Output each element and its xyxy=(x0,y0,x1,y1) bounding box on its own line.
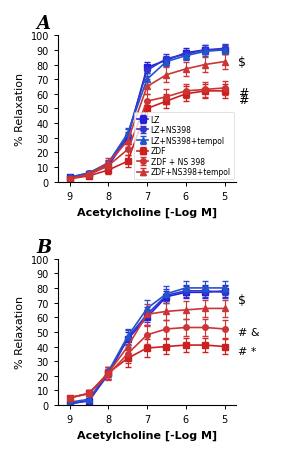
Text: # &: # & xyxy=(238,327,260,337)
Y-axis label: % Relaxation: % Relaxation xyxy=(15,73,25,146)
Text: A: A xyxy=(36,15,51,33)
Legend: LZ, LZ+NS398, LZ+NS398+tempol, ZDF, ZDF + NS 398, ZDF+NS398+tempol: LZ, LZ+NS398, LZ+NS398+tempol, ZDF, ZDF … xyxy=(134,112,234,180)
Text: #: # xyxy=(238,94,248,107)
X-axis label: Acetylcholine [-Log M]: Acetylcholine [-Log M] xyxy=(77,430,217,440)
Y-axis label: % Relaxation: % Relaxation xyxy=(15,296,25,369)
Text: #: # xyxy=(238,86,248,100)
Text: $: $ xyxy=(238,293,246,307)
Text: B: B xyxy=(36,238,52,256)
X-axis label: Acetylcholine [-Log M]: Acetylcholine [-Log M] xyxy=(77,207,217,217)
Text: $: $ xyxy=(238,56,246,69)
Text: # *: # * xyxy=(238,346,257,356)
